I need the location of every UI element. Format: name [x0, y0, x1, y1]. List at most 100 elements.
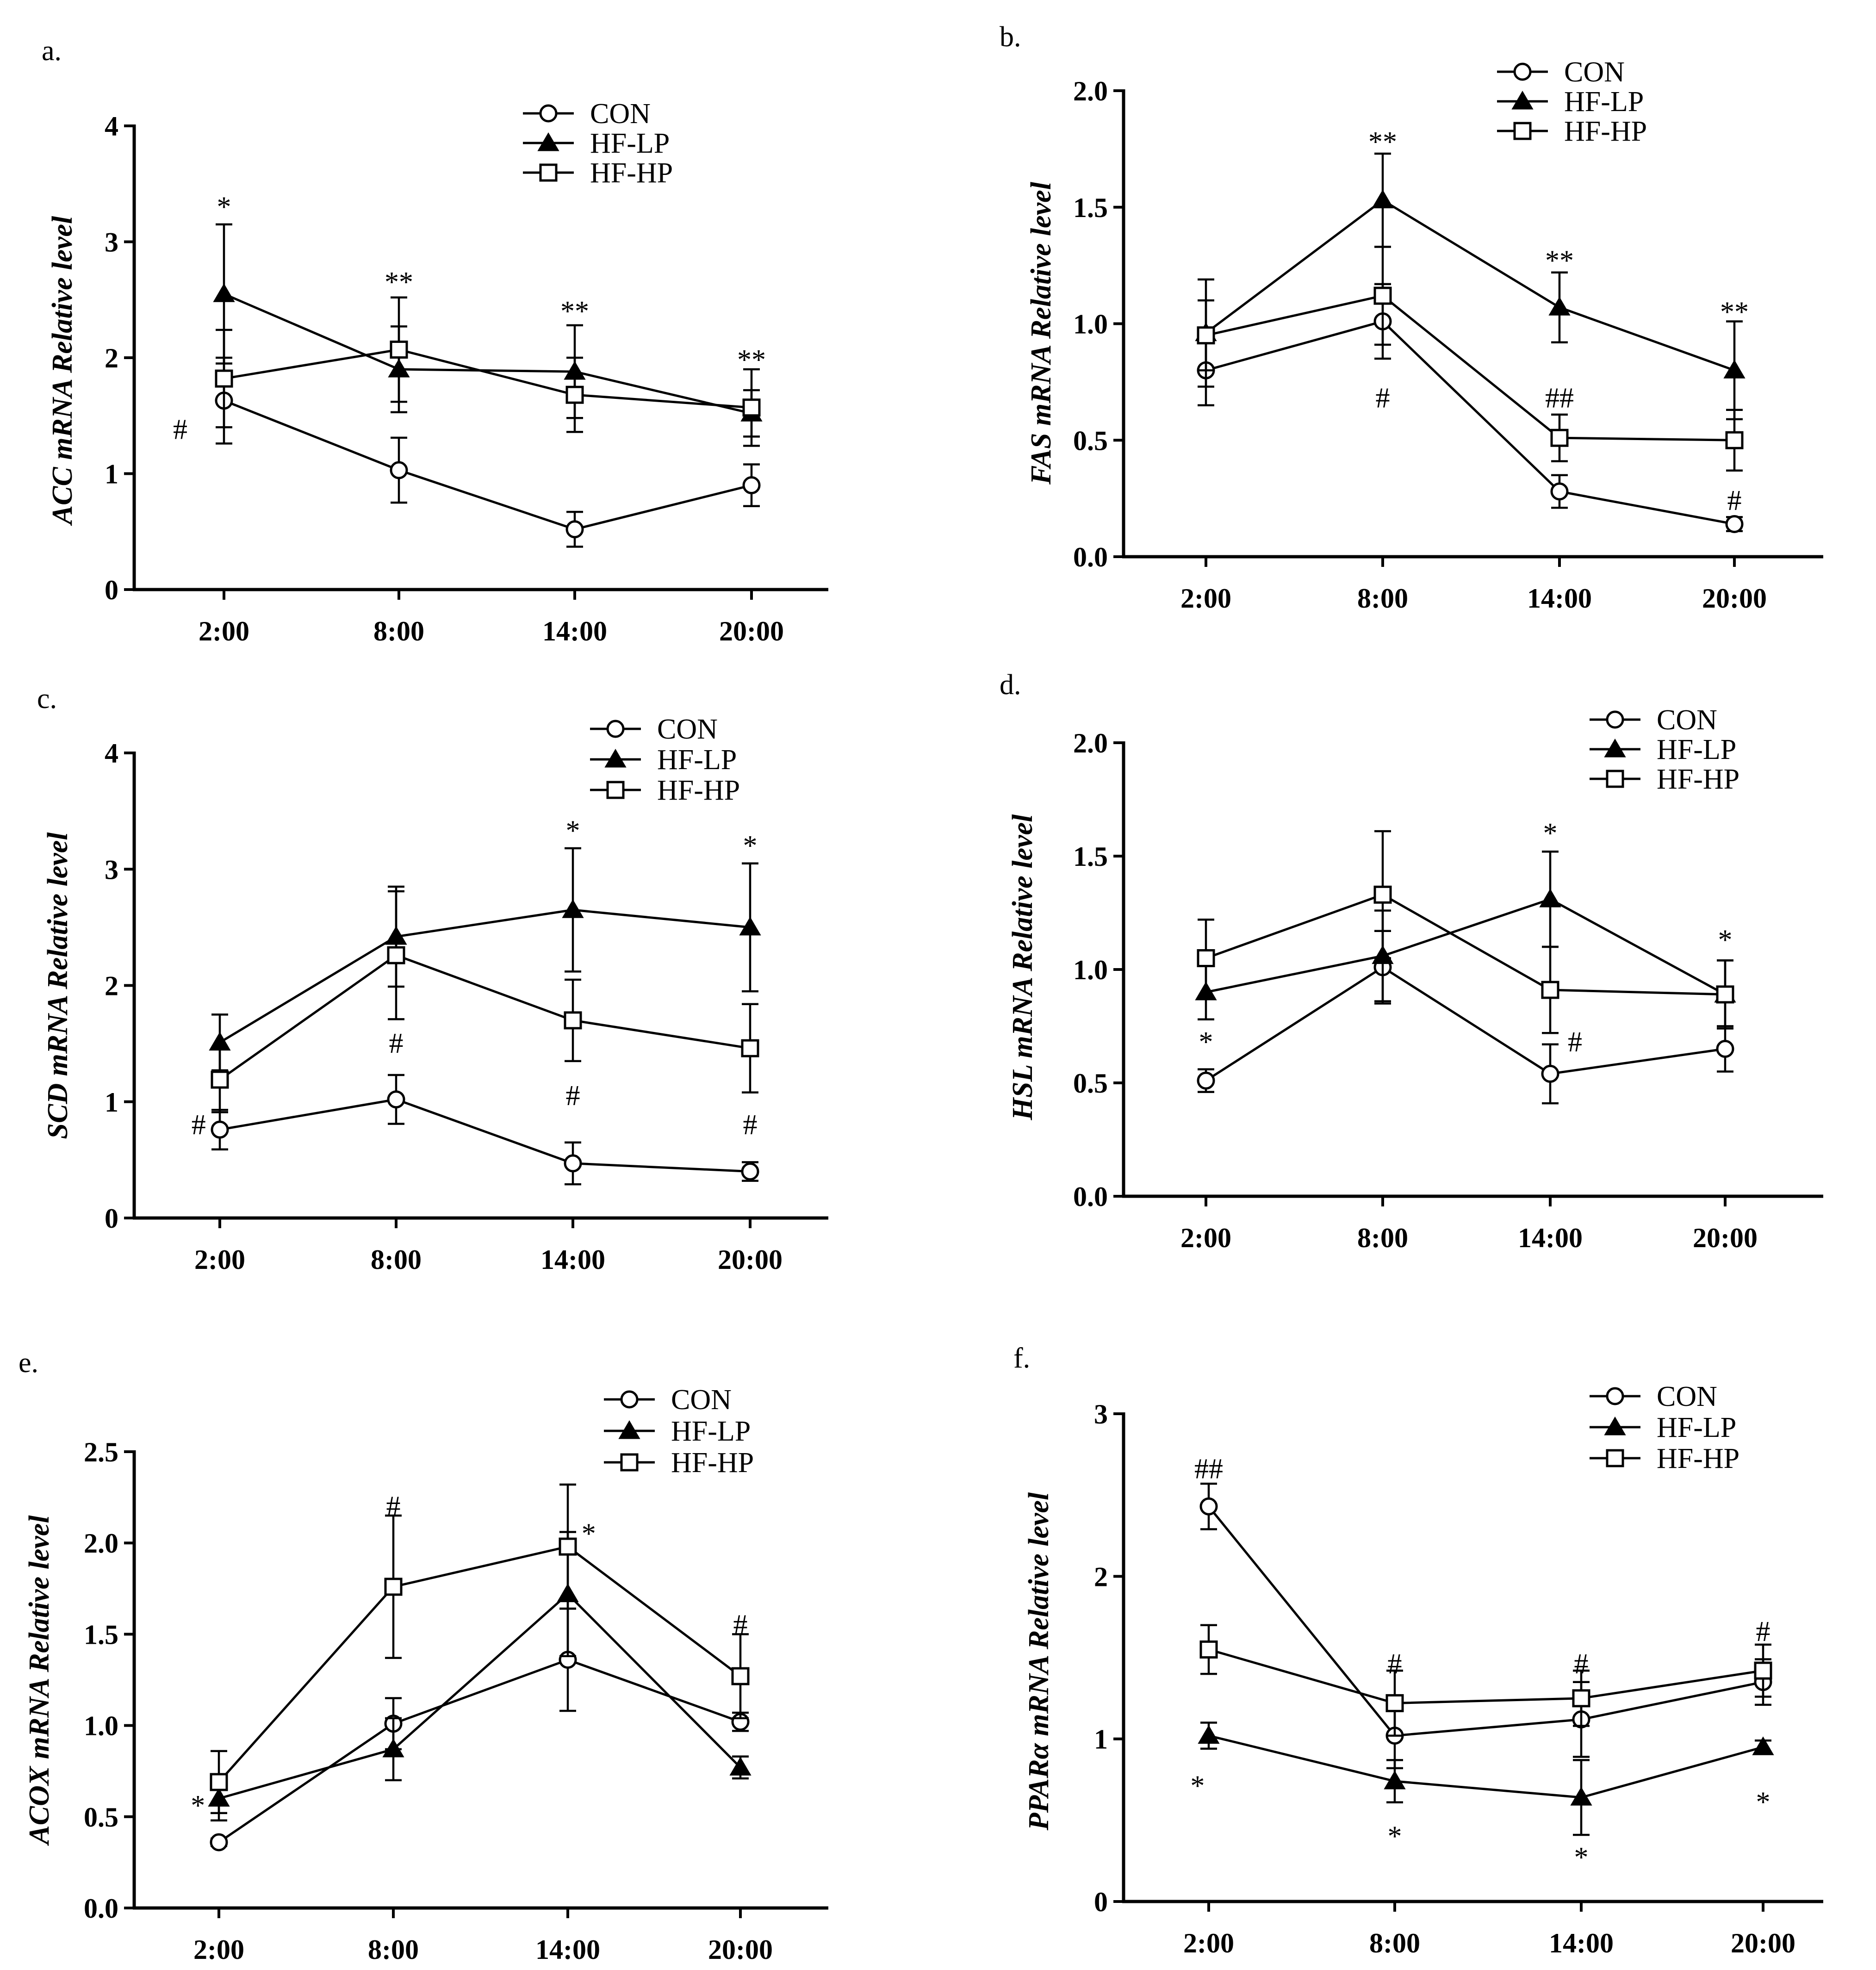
y-tick-label: 2.0: [1073, 76, 1108, 106]
legend-triangle-marker: [1604, 1417, 1626, 1436]
legend-item: HF-HP: [1497, 116, 1647, 147]
square-marker: [210, 1773, 228, 1791]
triangle-marker: [1198, 1725, 1220, 1744]
square-marker: [384, 1578, 403, 1596]
square-marker: [1199, 1640, 1218, 1659]
legend-item: CON: [590, 714, 718, 745]
x-tick-label: 2:00: [1180, 583, 1231, 614]
circle-marker: [1725, 515, 1744, 534]
series-line: [1208, 1648, 1764, 1704]
series-con: [211, 1074, 759, 1186]
legend-item: HF-HP: [523, 157, 673, 189]
chart-panel: d. 0.0 0.5 1.0 1.5 2.0 2:00 8:00 14:00 20:00 HSL m…: [1000, 669, 1823, 1253]
triangle-marker: [1372, 189, 1394, 209]
y-tick-label: 1: [105, 1087, 118, 1118]
legend-label: CON: [1657, 704, 1717, 736]
series-hf-lp: [1198, 1721, 1774, 1836]
circle-marker: [1716, 1040, 1734, 1058]
significance-mark: *: [1199, 1026, 1213, 1058]
series-line: [218, 1545, 741, 1783]
legend-item: HF-LP: [1590, 1412, 1736, 1443]
y-tick-label: 1.5: [84, 1619, 118, 1650]
significance-mark: #: [566, 1080, 580, 1112]
significance-mark: *: [191, 1790, 205, 1821]
triangle-marker: [1723, 360, 1746, 379]
significance-mark: *: [582, 1518, 596, 1549]
legend-circle-marker: [1606, 1387, 1624, 1405]
circle-marker: [742, 476, 761, 495]
legend-label: HF-LP: [1657, 734, 1736, 765]
legend-label: HF-LP: [1564, 86, 1644, 118]
triangle-marker: [1384, 1771, 1406, 1790]
x-tick-label: 20:00: [708, 1934, 773, 1965]
panel-label: a.: [42, 35, 62, 67]
square-marker: [387, 946, 405, 964]
legend-circle-marker: [1513, 62, 1532, 81]
x-tick-label: 8:00: [373, 616, 424, 646]
triangle-marker: [562, 899, 584, 918]
significance-mark: #: [733, 1610, 748, 1641]
legend-label: HF-HP: [671, 1447, 754, 1479]
legend-circle-marker: [1606, 710, 1624, 729]
legend-circle-marker: [620, 1390, 639, 1409]
y-tick-label: 0: [105, 1203, 118, 1234]
y-axis-title: PPARα mRNA Relative level: [1023, 1492, 1055, 1831]
x-tick-label: 8:00: [371, 1244, 422, 1275]
significance-mark: **: [385, 267, 413, 298]
circle-marker: [564, 1154, 582, 1173]
square-marker: [559, 1537, 577, 1556]
legend-label: CON: [590, 98, 651, 130]
panel-label: d.: [1000, 669, 1021, 701]
y-tick-label: 2.0: [1073, 728, 1108, 758]
square-marker: [1541, 981, 1559, 999]
series-line: [1205, 320, 1735, 525]
series-hf-lp: [1195, 850, 1736, 1030]
significance-mark: #: [1388, 1648, 1402, 1680]
series-line: [1208, 1505, 1764, 1737]
x-tick-label: 8:00: [1369, 1928, 1420, 1958]
circle-marker: [387, 1090, 405, 1109]
circle-marker: [741, 1162, 759, 1181]
legend-label: HF-HP: [1657, 1443, 1739, 1474]
significance-mark: #: [1727, 485, 1742, 516]
series-line: [1205, 966, 1726, 1082]
series-hf-hp: [1199, 1624, 1772, 1737]
y-tick-label: 0.0: [84, 1893, 118, 1924]
legend-label: HF-HP: [657, 775, 740, 806]
significance-mark: *: [743, 830, 758, 862]
legend-triangle-marker: [1511, 91, 1534, 110]
x-tick-label: 2:00: [1183, 1928, 1234, 1958]
y-tick-label: 0.5: [1073, 425, 1108, 456]
x-tick-label: 14:00: [542, 616, 607, 646]
square-marker: [565, 385, 584, 404]
square-marker: [1385, 1694, 1404, 1712]
significance-mark: *: [1543, 818, 1558, 849]
y-axis-title: ACOX mRNA Relative level: [24, 1515, 55, 1846]
legend-label: HF-LP: [671, 1416, 751, 1447]
circle-marker: [565, 520, 584, 539]
legend-item: HF-HP: [1590, 1443, 1739, 1474]
circle-marker: [1199, 1497, 1218, 1516]
chart-panel: c. 0 1 2 3 4 2:00 8:00 14:00 20:00 SCD mRNA Relati…: [37, 683, 828, 1275]
significance-mark: ##: [1545, 383, 1574, 414]
y-tick-label: 3: [1094, 1399, 1108, 1429]
y-tick-label: 2.0: [84, 1528, 118, 1559]
series-con: [1197, 930, 1734, 1105]
square-marker: [215, 369, 233, 388]
circle-marker: [1197, 1071, 1215, 1090]
square-marker: [1373, 885, 1392, 904]
legend-item: CON: [1497, 56, 1625, 88]
y-tick-label: 0: [1094, 1887, 1108, 1917]
legend-label: HF-LP: [590, 128, 670, 159]
significance-mark: *: [217, 191, 231, 223]
square-marker: [741, 1039, 759, 1057]
significance-mark: **: [1368, 126, 1397, 158]
legend-square-marker: [606, 781, 625, 799]
series-hf-lp: [1195, 152, 1746, 421]
legend-square-marker: [1606, 1449, 1624, 1467]
legend-triangle-marker: [618, 1420, 640, 1439]
